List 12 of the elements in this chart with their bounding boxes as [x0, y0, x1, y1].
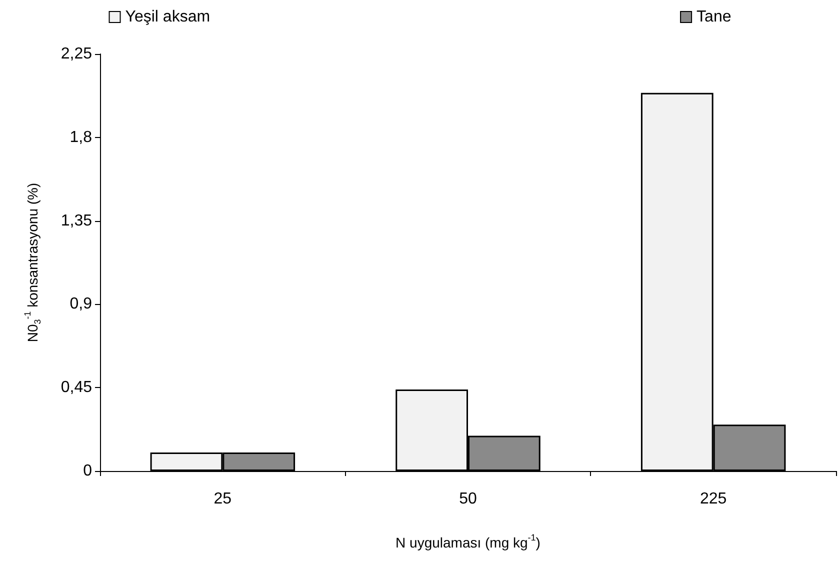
- y-tick-label: 0,45: [60, 379, 92, 396]
- legend-label: Tane: [696, 8, 732, 26]
- x-tick-label: 50: [459, 490, 477, 508]
- legend-label: Yeşil aksam: [125, 8, 210, 26]
- x-tick-label: 25: [214, 490, 232, 508]
- y-tick-label: 0: [83, 462, 92, 480]
- y-axis-title: N03-1 konsantrasyonu (%): [22, 182, 42, 342]
- y-tick-label: 1,8: [70, 128, 92, 146]
- y-tick-label: 2,25: [60, 46, 92, 62]
- x-tick-label: 225: [700, 490, 727, 508]
- y-tick-label: 0,9: [70, 296, 92, 313]
- y-tick-label: 1,35: [60, 212, 92, 230]
